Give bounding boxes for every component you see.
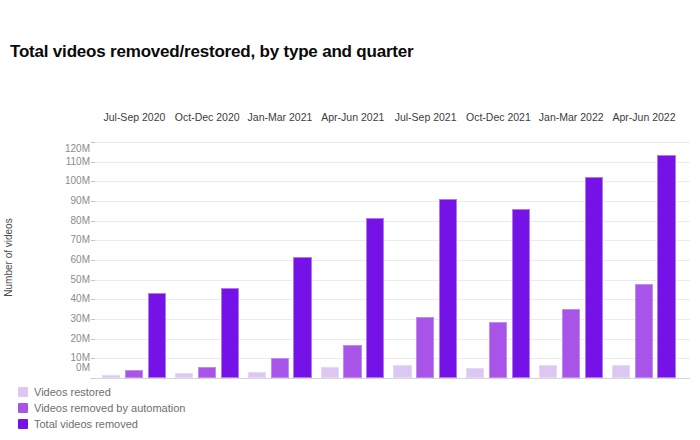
bar-total-videos-removed-jul-sep-2020[interactable]: [148, 293, 166, 378]
gridline-0M: [95, 378, 690, 379]
bar-videos-restored-apr-jun-2021[interactable]: [321, 367, 339, 378]
bar-videos-removed-by-automation-jan-mar-2021[interactable]: [271, 358, 289, 378]
y-tickmark-100M: [91, 181, 95, 182]
legend-label: Total videos removed: [34, 418, 138, 430]
legend: Videos restored Videos removed by automa…: [18, 384, 185, 432]
bar-videos-removed-by-automation-jul-sep-2021[interactable]: [416, 317, 434, 378]
y-tick-label-70M: 70M: [50, 235, 90, 245]
legend-item-total-videos-removed[interactable]: Total videos removed: [18, 416, 185, 432]
legend-swatch-videos-removed-by-automation: [18, 403, 28, 413]
y-tickmark-0M: [91, 378, 95, 379]
bar-total-videos-removed-apr-jun-2021[interactable]: [366, 218, 384, 378]
y-tick-label-40M: 40M: [50, 294, 90, 304]
bar-videos-removed-by-automation-jul-sep-2020[interactable]: [125, 370, 143, 378]
y-tick-label-100M: 100M: [50, 176, 90, 186]
y-tickmark-80M: [91, 221, 95, 222]
y-tickmark-110M: [91, 162, 95, 163]
bar-videos-removed-by-automation-oct-dec-2021[interactable]: [489, 322, 507, 378]
bar-total-videos-removed-oct-dec-2020[interactable]: [221, 288, 239, 378]
bar-videos-removed-by-automation-jan-mar-2022[interactable]: [562, 309, 580, 378]
bar-total-videos-removed-jan-mar-2022[interactable]: [585, 177, 603, 378]
bar-videos-restored-jan-mar-2021[interactable]: [248, 372, 266, 378]
y-tickmark-120M: [91, 142, 95, 143]
legend-swatch-total-videos-removed: [18, 419, 28, 429]
legend-label: Videos removed by automation: [34, 402, 185, 414]
legend-item-videos-removed-by-automation[interactable]: Videos removed by automation: [18, 400, 185, 416]
y-tick-label-30M: 30M: [50, 314, 90, 324]
y-tick-label-0M: 0M: [50, 363, 90, 373]
bar-total-videos-removed-jul-sep-2021[interactable]: [439, 199, 457, 378]
y-tickmark-90M: [91, 201, 95, 202]
bar-videos-restored-apr-jun-2022[interactable]: [612, 365, 630, 378]
y-tickmark-30M: [91, 319, 95, 320]
bar-videos-restored-oct-dec-2021[interactable]: [466, 368, 484, 378]
gridline-120M: [95, 142, 690, 143]
y-tick-label-20M: 20M: [50, 334, 90, 344]
bar-total-videos-removed-apr-jun-2022[interactable]: [657, 155, 675, 378]
y-tickmark-40M: [91, 299, 95, 300]
bar-total-videos-removed-oct-dec-2021[interactable]: [512, 209, 530, 378]
y-tick-label-10M: 10M: [50, 353, 90, 363]
y-tickmark-60M: [91, 260, 95, 261]
y-tick-label-60M: 60M: [50, 255, 90, 265]
legend-swatch-videos-restored: [18, 387, 28, 397]
y-tickmark-50M: [91, 280, 95, 281]
y-tick-label-110M: 110M: [50, 157, 90, 167]
bar-videos-restored-jul-sep-2020[interactable]: [102, 375, 120, 378]
gridline-110M: [95, 162, 690, 163]
legend-label: Videos restored: [34, 386, 111, 398]
legend-item-videos-restored[interactable]: Videos restored: [18, 384, 185, 400]
y-tick-label-120M: 120M: [50, 144, 90, 154]
bar-total-videos-removed-jan-mar-2021[interactable]: [293, 257, 311, 378]
y-tickmark-10M: [91, 358, 95, 359]
bar-videos-restored-jan-mar-2022[interactable]: [539, 365, 557, 378]
y-axis-title: Number of videos: [3, 213, 14, 303]
bar-videos-removed-by-automation-apr-jun-2021[interactable]: [343, 345, 361, 378]
y-tickmark-70M: [91, 240, 95, 241]
bar-videos-removed-by-automation-oct-dec-2020[interactable]: [198, 367, 216, 378]
chart-title: Total videos removed/restored, by type a…: [10, 42, 413, 62]
chart-page: Total videos removed/restored, by type a…: [0, 0, 700, 440]
y-tick-label-90M: 90M: [50, 196, 90, 206]
bar-videos-removed-by-automation-apr-jun-2022[interactable]: [635, 284, 653, 378]
y-tick-label-80M: 80M: [50, 216, 90, 226]
column-header-apr-jun-2022: Apr-Jun 2022: [600, 111, 689, 125]
bar-videos-restored-oct-dec-2020[interactable]: [175, 373, 193, 378]
y-tickmark-20M: [91, 339, 95, 340]
bar-videos-restored-jul-sep-2021[interactable]: [393, 365, 411, 378]
y-tick-label-50M: 50M: [50, 275, 90, 285]
